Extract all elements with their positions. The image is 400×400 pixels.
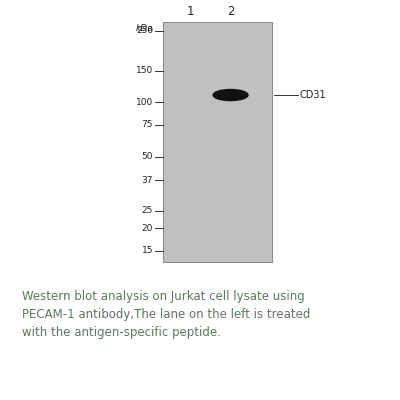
Text: Western blot analysis on Jurkat cell lysate using: Western blot analysis on Jurkat cell lys… — [22, 290, 305, 303]
Text: with the antigen-specific peptide.: with the antigen-specific peptide. — [22, 326, 221, 339]
Text: CD31: CD31 — [300, 90, 327, 100]
Text: 50: 50 — [142, 152, 153, 161]
Text: 75: 75 — [142, 120, 153, 130]
Bar — [163, 22, 272, 262]
Text: 2: 2 — [227, 5, 234, 18]
Text: 250: 250 — [136, 26, 153, 35]
Text: kDa: kDa — [135, 24, 153, 33]
Text: 37: 37 — [142, 176, 153, 185]
Text: 25: 25 — [142, 206, 153, 215]
Text: PECAM-1 antibody,The lane on the left is treated: PECAM-1 antibody,The lane on the left is… — [22, 308, 310, 321]
Text: 15: 15 — [142, 246, 153, 255]
Text: 1: 1 — [186, 5, 194, 18]
Text: 150: 150 — [136, 66, 153, 75]
Text: 100: 100 — [136, 98, 153, 107]
Ellipse shape — [213, 90, 248, 100]
Text: 20: 20 — [142, 224, 153, 233]
